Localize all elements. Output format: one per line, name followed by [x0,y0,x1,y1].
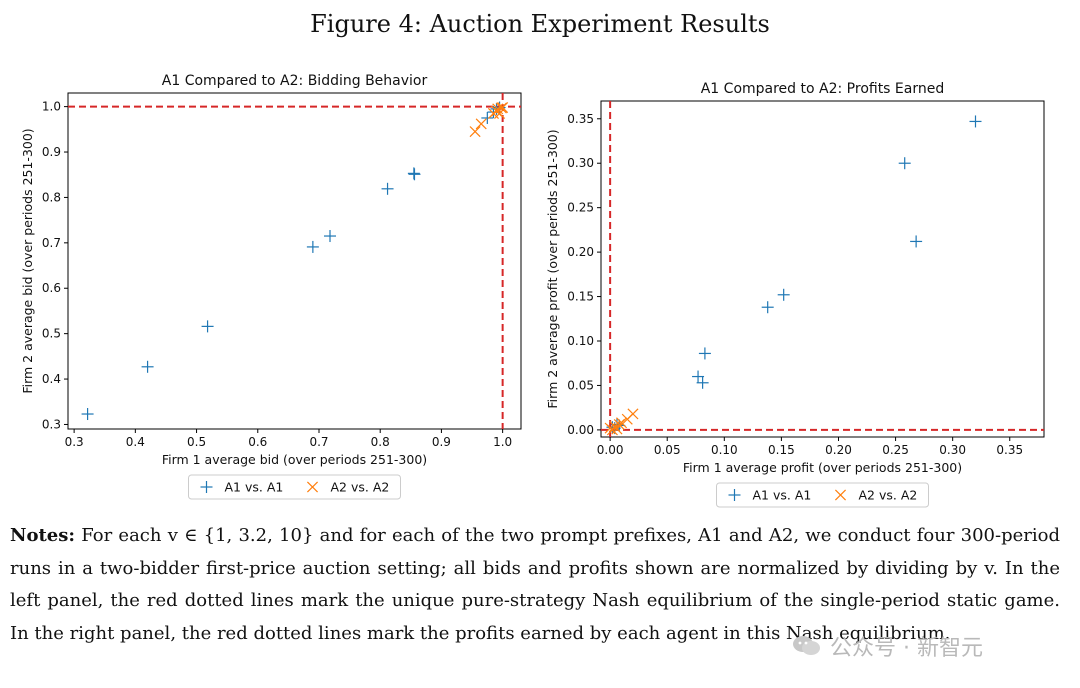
plot-frame [600,100,1045,438]
y-tick-label: 0.25 [567,201,594,215]
y-tick-label: 0.15 [567,290,594,304]
y-tick-label: 0.6 [42,281,61,295]
legend-label: A1 vs. A1 [225,480,284,495]
chart-title: A1 Compared to A2: Bidding Behavior [162,73,428,89]
y-tick-label: 0.05 [567,378,594,392]
legend-label: A1 vs. A1 [753,488,812,503]
y-tick-label: 0.9 [42,145,61,159]
data-point [777,288,790,301]
x-tick-label: 0.8 [371,435,390,449]
legend-marker [728,489,741,501]
figure-notes: Notes: For each v ∈ {1, 3.2, 10} and for… [10,520,1060,650]
x-tick-label: 0.35 [996,443,1023,457]
legend-label: A2 vs. A2 [859,488,918,503]
chart-bidding-behavior: A1 Compared to A2: Bidding Behavior 0.3 0.… [20,73,522,500]
x-tick-label: 0.7 [309,435,328,449]
legend-marker [306,481,319,493]
x-axis-label: Firm 1 average bid (over periods 251-300… [162,452,427,467]
data-point [481,111,494,124]
data-point [81,408,94,421]
data-point [407,167,420,180]
x-tick-label: 0.15 [768,443,795,457]
data-point [306,240,319,253]
plot-frame [67,92,522,430]
watermark-text: 公众号 · 新智元 [830,636,983,661]
y-tick-label: 0.10 [567,334,594,348]
data-point [898,157,911,170]
x-tick-label: 0.10 [711,443,738,457]
data-point [606,424,618,436]
x-tick-label: 0.3 [65,435,84,449]
series-a2-vs-a2 [469,102,509,138]
legend-label: A2 vs. A2 [331,480,390,495]
y-tick-label: 0.3 [42,417,61,431]
figure-title: Figure 4: Auction Experiment Results [310,10,770,38]
data-point [696,376,709,389]
series-a1-vs-a1 [606,115,982,435]
legend: A1 vs. A1 A2 vs. A2 [716,482,929,508]
y-tick-label: 0.5 [42,327,61,341]
legend-box [188,474,401,500]
legend: A1 vs. A1 A2 vs. A2 [188,474,401,500]
data-point [324,230,337,243]
y-tick-label: 0.35 [567,112,594,126]
x-tick-label: 0.9 [432,435,451,449]
data-point [408,168,421,181]
y-tick-label: 0.20 [567,245,594,259]
x-tick-label: 0.25 [882,443,909,457]
notes-label: Notes: [10,525,76,546]
y-tick-label: 0.30 [567,156,594,170]
legend-marker [834,489,847,501]
x-tick-label: 0.20 [825,443,852,457]
data-point [475,118,487,130]
watermark: 公众号 · 新智元 [792,630,983,662]
x-tick-label: 0.30 [939,443,966,457]
legend-box [716,482,929,508]
data-point [497,102,509,114]
notes-text: For each v ∈ {1, 3.2, 10} and for each o… [10,525,1060,644]
data-point [627,408,639,420]
y-tick-label: 0.4 [42,372,61,386]
data-point [141,360,154,373]
x-tick-label: 1.0 [493,435,512,449]
data-point [494,107,506,119]
data-point [616,417,628,429]
data-point [692,370,705,383]
plot-area [601,101,1044,437]
chart-title: A1 Compared to A2: Profits Earned [701,81,945,97]
series-a1-vs-a1 [81,101,506,421]
data-point [969,115,982,128]
x-tick-label: 0.05 [654,443,681,457]
x-tick-label: 0.00 [597,443,624,457]
data-point [910,235,923,248]
y-tick-label: 0.7 [42,236,61,250]
y-tick-label: 0.8 [42,190,61,204]
data-point [469,126,481,138]
x-tick-label: 0.5 [187,435,206,449]
data-point [698,347,711,360]
x-tick-label: 0.6 [248,435,267,449]
y-axis-label: Firm 2 average bid (over periods 251-300… [20,128,35,393]
legend-marker [200,481,213,493]
data-point [761,301,774,314]
data-point [381,182,394,195]
y-axis-label: Firm 2 average profit (over periods 251-… [545,129,560,408]
x-axis-label: Firm 1 average profit (over periods 251-… [683,460,962,475]
y-tick-label: 0.00 [567,423,594,437]
wechat-icon [793,636,820,655]
y-tick-label: 1.0 [42,100,61,114]
x-tick-label: 0.4 [126,435,145,449]
series-a2-vs-a2 [604,408,639,436]
plot-area [68,93,521,429]
data-point [201,320,214,333]
